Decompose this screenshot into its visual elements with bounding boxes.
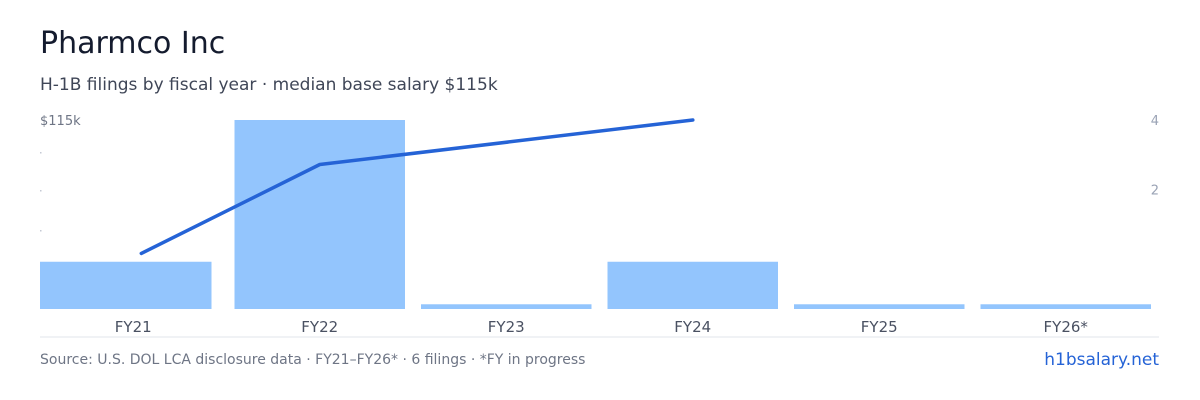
right-tick-label: 4	[1151, 114, 1159, 129]
left-minor-tick	[40, 190, 42, 192]
page-subtitle: H-1B filings by fiscal year · median bas…	[40, 75, 498, 95]
bar-fy23	[421, 304, 592, 309]
left-axis-label: $115k	[40, 114, 81, 129]
bar-fy26-star	[980, 304, 1151, 309]
x-tick-label: FY26*	[1044, 318, 1089, 336]
footer-brand-link[interactable]: h1bsalary.net	[1044, 350, 1159, 370]
left-axis-minor-ticks	[40, 152, 42, 232]
line-group	[139, 118, 695, 256]
x-tick-label: FY21	[115, 318, 152, 336]
median-salary-line	[139, 118, 695, 256]
left-minor-tick	[40, 230, 42, 232]
bar-fy24	[607, 261, 778, 309]
x-axis-ticks: FY21 FY22 FY23 FY24 FY25 FY26*	[115, 318, 1089, 336]
x-tick-label: FY23	[488, 318, 525, 336]
bar-fy22	[234, 120, 405, 309]
bars-group	[40, 120, 1151, 309]
bar-fy25	[794, 304, 965, 309]
x-tick-label: FY24	[674, 318, 711, 336]
right-axis-ticks: 42	[1151, 114, 1159, 199]
x-tick-label: FY25	[861, 318, 898, 336]
right-tick-label: 2	[1151, 184, 1159, 199]
footer-source: Source: U.S. DOL LCA disclosure data · F…	[40, 352, 586, 368]
x-tick-label: FY22	[301, 318, 338, 336]
bar-fy21	[40, 261, 212, 309]
page-title: Pharmco Inc	[40, 26, 226, 61]
left-minor-tick	[40, 152, 42, 154]
